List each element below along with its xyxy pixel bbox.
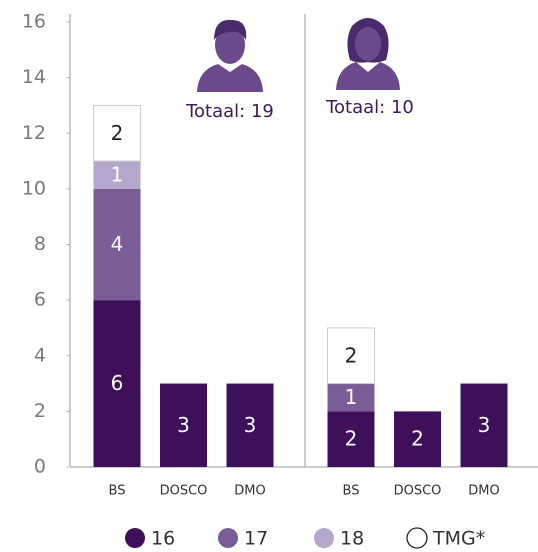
male-icon (197, 19, 263, 92)
y-tick-label: 6 (34, 289, 46, 311)
bar-segment (93, 300, 141, 467)
legend-label: TMG* (432, 528, 485, 550)
data-label: 4 (111, 232, 124, 256)
y-tick-label: 2 (34, 400, 46, 422)
x-tick-label: DMO (468, 484, 499, 499)
bar-segment (93, 188, 141, 301)
bar-segment (226, 383, 274, 467)
bar-segment (460, 383, 508, 467)
y-tick-label: 10 (22, 177, 46, 199)
y-tick-label: 0 (34, 456, 46, 478)
data-label: 1 (111, 162, 124, 186)
bar-segment (394, 411, 441, 467)
x-tick-label: BS (343, 484, 360, 499)
legend-swatch (314, 528, 334, 548)
bar-segment (327, 383, 375, 412)
legend-label: 16 (151, 528, 175, 550)
x-tick-label: BS (109, 484, 126, 499)
data-label: 6 (111, 371, 124, 395)
bar-segment (93, 104, 141, 162)
bar-segment (327, 327, 375, 385)
y-tick-label: 4 (34, 344, 46, 366)
legend-swatch (406, 527, 428, 549)
data-label: 2 (345, 427, 358, 451)
female-icon (336, 18, 400, 90)
bar-segment (327, 411, 375, 467)
legend-swatch (218, 528, 238, 548)
data-label: 3 (244, 413, 257, 437)
legend-swatch (125, 528, 145, 548)
bar-segment (160, 383, 207, 467)
y-tick-label: 8 (34, 233, 46, 255)
y-tick-label: 14 (22, 66, 46, 88)
x-tick-label: DOSCO (160, 484, 208, 499)
x-tick-label: DMO (234, 484, 265, 499)
legend-label: 18 (340, 528, 364, 550)
data-label: 3 (177, 413, 190, 437)
data-label: 2 (345, 343, 358, 367)
data-label: 1 (345, 385, 358, 409)
group-total: Totaal: 19 (185, 101, 274, 122)
group-total: Totaal: 10 (325, 97, 414, 118)
legend-label: 17 (244, 528, 268, 550)
y-tick-label: 12 (22, 122, 46, 144)
data-label: 3 (478, 413, 491, 437)
data-label: 2 (411, 427, 424, 451)
data-label: 2 (111, 121, 124, 145)
y-tick-label: 16 (22, 11, 46, 33)
x-tick-label: DOSCO (394, 484, 442, 499)
bar-segment (93, 161, 141, 189)
